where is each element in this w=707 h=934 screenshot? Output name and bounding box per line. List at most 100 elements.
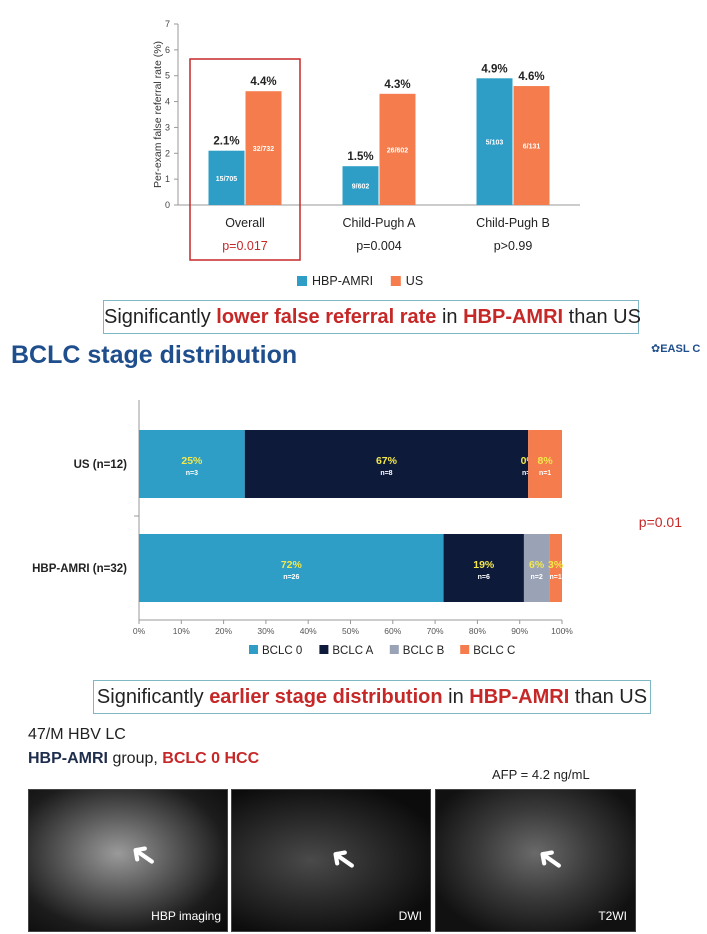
legend-swatch (390, 276, 401, 286)
bar-count-label: 5/103 (486, 140, 504, 147)
callout2-text-mid: in (442, 686, 470, 708)
bar-segment-bclc-a (244, 430, 529, 498)
callout2-highlight-2: HBP-AMRI (469, 686, 570, 708)
y-tick-label: 2 (165, 148, 170, 158)
false-referral-chart: 0 1 2 3 4 5 6 7 Per-exam false referral rate (%)… (152, 19, 580, 288)
segment-n-label: n=1 (539, 470, 551, 477)
legend-label: BCLC A (332, 645, 373, 657)
segment-n-label: n=2 (530, 574, 542, 581)
legend-label: BCLC C (473, 645, 515, 657)
y-tick-label: 4 (165, 97, 170, 107)
segment-pct-label: 67% (376, 455, 398, 467)
legend-label: BCLC B (403, 645, 445, 657)
legend-label: BCLC 0 (262, 645, 302, 657)
x-tick-label: 20% (215, 626, 232, 636)
bar-value-label: 4.6% (518, 71, 544, 83)
t2wi-image: ➜ T2WI (435, 789, 636, 932)
bar-value-label: 4.3% (384, 79, 410, 91)
legend-label: HBP-AMRI (312, 274, 373, 288)
callout2-highlight-1: earlier stage distribution (209, 686, 443, 708)
section-title: BCLC stage distribution (11, 341, 298, 369)
segment-pct-label: 72% (281, 559, 303, 571)
legend-swatch (319, 645, 329, 654)
hbp-image-label: HBP imaging (151, 909, 221, 923)
callout-false-referral: Significantly lower false referral rate … (103, 300, 641, 334)
bar-count-label: 6/131 (523, 144, 541, 151)
x-tick-label: 30% (257, 626, 274, 636)
bar-segment-bclc-b (523, 534, 550, 602)
bar-hbp-amri (208, 150, 245, 205)
p-value-label: p=0.017 (222, 239, 268, 253)
legend-swatch (460, 645, 470, 654)
segment-pct-label: 3% (548, 559, 564, 571)
t2wi-image-label: T2WI (598, 909, 627, 923)
hbp-image: ➜ HBP imaging (28, 789, 228, 932)
dwi-image: ➜ DWI (231, 789, 431, 932)
bar-segment-bclc-0 (139, 430, 245, 498)
category-label: Child-Pugh B (476, 216, 550, 230)
legend-swatch (389, 645, 399, 654)
p-value-label: p=0.004 (356, 239, 402, 253)
bar-segment-bclc-a (443, 534, 524, 602)
x-tick-label: 10% (173, 626, 190, 636)
y-tick-label: 7 (165, 19, 170, 29)
bclc-stage-chart: 0% 10% 20% 30% 40% 50% 60% 70% 80% 90% 100% US (n=1… (32, 400, 682, 657)
callout2-text-post: than US (569, 686, 648, 708)
easl-logo-text: EASL C (660, 343, 701, 355)
arrow-icon: ➜ (527, 836, 573, 884)
segment-n-label: n=1 (550, 574, 562, 581)
bar-segment-bclc-c (528, 430, 562, 498)
bar-segment-bclc-0 (139, 534, 444, 602)
arrow-icon: ➜ (320, 836, 366, 884)
y-tick-label: 0 (165, 200, 170, 210)
bar-count-label: 32/732 (253, 146, 275, 153)
segment-n-label: n=3 (186, 470, 198, 477)
p-value-label: p=0.01 (639, 514, 682, 530)
case-group: HBP-AMRI (28, 750, 108, 767)
callout-text-mid: in (436, 306, 464, 328)
segment-n-label: n=26 (283, 574, 299, 581)
bar-hbp-amri (342, 166, 379, 205)
segment-pct-label: 25% (181, 455, 203, 467)
category-label: HBP-AMRI (n=32) (32, 563, 127, 575)
segment-pct-label: 8% (537, 455, 553, 467)
y-axis-title: Per-exam false referral rate (%) (152, 41, 164, 188)
bar-segment-bclc-c (549, 534, 562, 602)
callout-highlight-1: lower false referral rate (216, 306, 437, 328)
p-value-label: p>0.99 (494, 239, 533, 253)
easl-logo: ✿EASL C (651, 343, 701, 355)
case-stage: BCLC 0 HCC (162, 750, 260, 767)
x-tick-label: 70% (427, 626, 444, 636)
x-tick-label: 0% (133, 626, 146, 636)
legend-swatch (297, 276, 307, 286)
category-label: Child-Pugh A (343, 216, 417, 230)
case-demographics: 47/M HBV LC (28, 726, 126, 743)
case-group-suffix: group, (108, 750, 163, 767)
legend-swatch (249, 645, 258, 654)
segment-pct-label: 6% (529, 559, 545, 571)
segment-n-label: n=6 (478, 574, 490, 581)
y-tick-label: 6 (165, 45, 170, 55)
segment-n-label: n=8 (380, 470, 392, 477)
y-tick-label: 3 (165, 122, 170, 132)
bar-count-label: 26/602 (387, 147, 409, 154)
callout-text-post: than US (563, 306, 641, 328)
bar-count-label: 15/705 (216, 176, 238, 183)
bar-us (513, 86, 550, 205)
bar-value-label: 4.9% (481, 63, 507, 75)
dwi-image-label: DWI (398, 909, 422, 923)
bar-us (379, 93, 416, 205)
y-tick-label: 5 (165, 71, 170, 81)
x-tick-label: 80% (469, 626, 486, 636)
segment-pct-label: 19% (473, 559, 495, 571)
y-tick-label: 1 (165, 174, 170, 184)
callout-stage-distribution: Significantly earlier stage distribution… (93, 680, 651, 714)
x-tick-label: 40% (300, 626, 317, 636)
bar-hbp-amri (476, 78, 513, 205)
callout2-text-pre: Significantly (96, 686, 210, 708)
bar-count-label: 9/602 (352, 184, 370, 191)
bar-us (245, 91, 282, 205)
highlight-box (189, 58, 301, 261)
afp-value: AFP = 4.2 ng/mL (492, 767, 590, 782)
x-tick-label: 100% (551, 626, 573, 636)
